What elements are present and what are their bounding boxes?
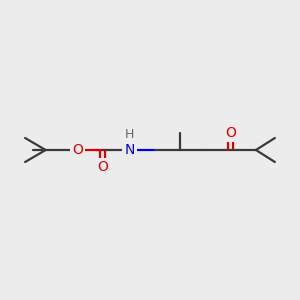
Text: H: H bbox=[125, 128, 134, 142]
Text: N: N bbox=[124, 143, 135, 157]
Text: O: O bbox=[72, 143, 83, 157]
Text: O: O bbox=[97, 160, 108, 174]
Text: O: O bbox=[225, 126, 236, 140]
